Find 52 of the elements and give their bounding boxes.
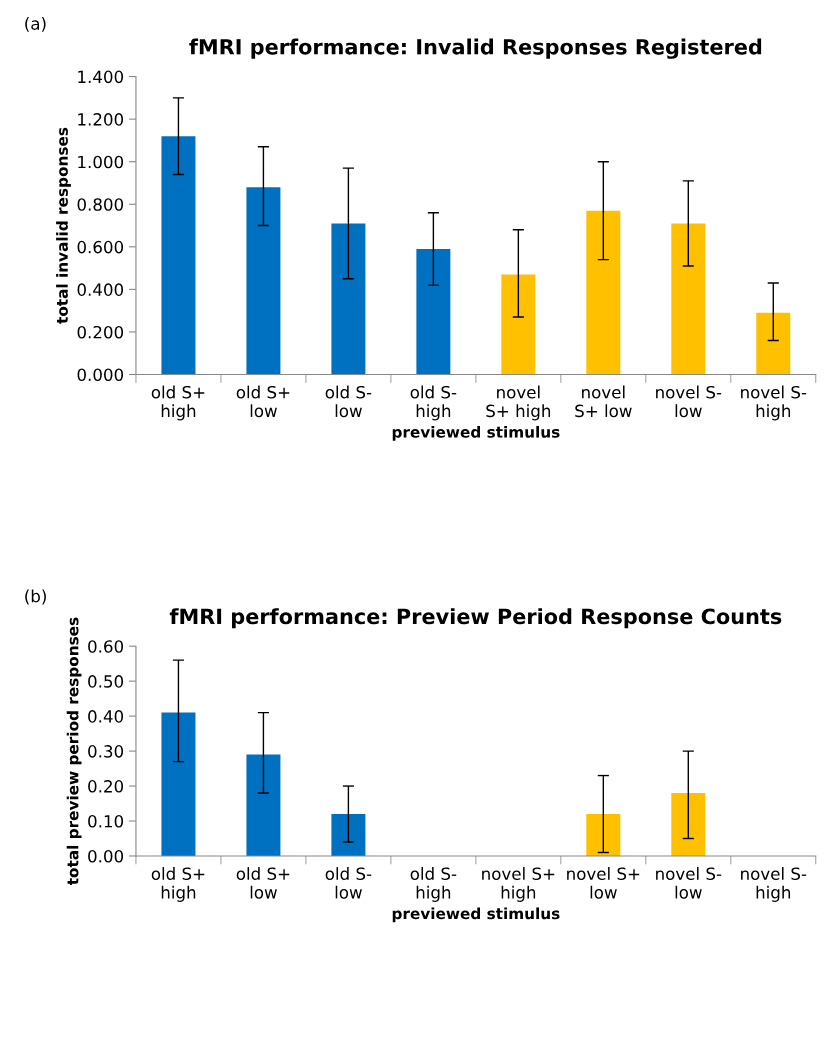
x-tick-label: novel S+ high: [486, 385, 551, 421]
bar: [246, 187, 281, 375]
bar: [586, 814, 621, 856]
y-tick-label: 0.60: [88, 640, 124, 653]
y-axis-title: total preview period responses: [66, 617, 82, 886]
y-tick-label: 0.30: [88, 745, 124, 758]
x-tick-label: novel S+ low: [567, 867, 640, 899]
y-tick-label: 1.000: [78, 155, 124, 169]
bar: [586, 210, 621, 375]
x-tick-label: old S- low: [325, 385, 372, 418]
text: (b): [25, 589, 46, 605]
x-tick-label: novel S- low: [656, 385, 722, 418]
bar: [501, 274, 536, 375]
y-tick-label: 0.200: [77, 325, 124, 339]
chart-title: fMRI performance: Preview Period Response Counts: [169, 608, 782, 629]
bar: [756, 312, 791, 375]
y-tick-label: 0.800: [77, 198, 124, 211]
x-axis-title: previewed stimulus: [392, 907, 560, 923]
bar: [161, 136, 196, 375]
y-tick-label: 0.000: [77, 368, 124, 382]
y-axis-title: total invalid responses: [56, 127, 71, 324]
y-tick-label: 0.20: [88, 780, 124, 793]
x-tick-label: old S- high: [410, 385, 457, 421]
y-tick-label: 1.200: [78, 113, 124, 126]
bar: [246, 754, 281, 856]
x-tick-label: novel S- low: [656, 867, 722, 899]
bar: [671, 223, 706, 375]
x-tick-label: old S+ high: [151, 867, 205, 902]
x-tick-label: novel S- high: [741, 867, 807, 902]
x-tick-label: old S+ low: [236, 867, 290, 899]
y-tick-label: 0.50: [88, 675, 124, 688]
x-tick-label: novel S+ high: [482, 867, 555, 902]
x-tick-label: old S+ low: [236, 385, 290, 418]
x-tick-label: old S- low: [325, 867, 372, 899]
bar: [331, 814, 366, 856]
bar: [331, 223, 366, 375]
bar: [671, 793, 706, 856]
y-tick-label: 1.400: [78, 70, 124, 84]
y-tick-label: 0.10: [88, 814, 124, 828]
x-axis-title: previewed stimulus: [392, 425, 560, 441]
bar: [161, 712, 196, 856]
y-tick-label: 0.40: [88, 710, 124, 723]
bar: [416, 248, 451, 375]
x-tick-label: novel S+ low: [575, 385, 632, 418]
chart-title: fMRI performance: Invalid Responses Registered: [189, 38, 762, 59]
x-tick-label: novel S- high: [741, 385, 807, 421]
text: (a): [25, 17, 46, 32]
x-tick-label: old S+ high: [151, 385, 205, 421]
x-tick-label: old S- high: [410, 867, 457, 902]
y-tick-label: 0.00: [88, 849, 124, 863]
y-tick-label: 0.400: [77, 283, 124, 296]
y-tick-label: 0.600: [77, 240, 124, 254]
